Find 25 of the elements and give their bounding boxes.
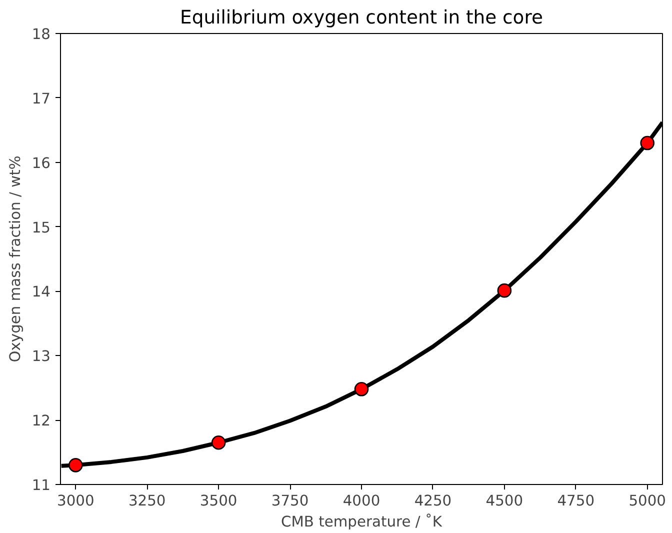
x-tick-label: 3000 (57, 492, 94, 510)
y-tick-label: 16 (32, 154, 51, 172)
y-tick-label: 11 (32, 477, 51, 494)
x-tick-label: 4250 (414, 492, 452, 510)
y-axis-title: Oxygen mass fraction / wt% (6, 156, 24, 362)
chart-title: Equilibrium oxygen content in the core (180, 8, 543, 28)
y-tick-label: 17 (32, 90, 51, 108)
y-tick-label: 15 (32, 219, 51, 236)
x-tick-label: 3250 (128, 492, 166, 510)
point (640, 136, 654, 150)
x-tick-label: 4000 (342, 492, 380, 510)
point (354, 382, 369, 396)
point (211, 435, 226, 450)
point (497, 283, 512, 298)
y-tick-label: 14 (32, 284, 51, 301)
x-tick-label: 5000 (628, 492, 666, 510)
x-tick-label: 3500 (200, 492, 238, 510)
x-tick-label: 4750 (557, 492, 595, 510)
y-tick-label: 18 (32, 26, 51, 43)
y-tick-label: 13 (32, 348, 51, 366)
x-tick-label: 3750 (271, 492, 309, 510)
point (68, 458, 83, 472)
x-axis-title: CMB temperature / ˚K (281, 514, 442, 530)
y-tick-label: 12 (32, 412, 51, 430)
x-tick-label: 4500 (486, 492, 524, 510)
